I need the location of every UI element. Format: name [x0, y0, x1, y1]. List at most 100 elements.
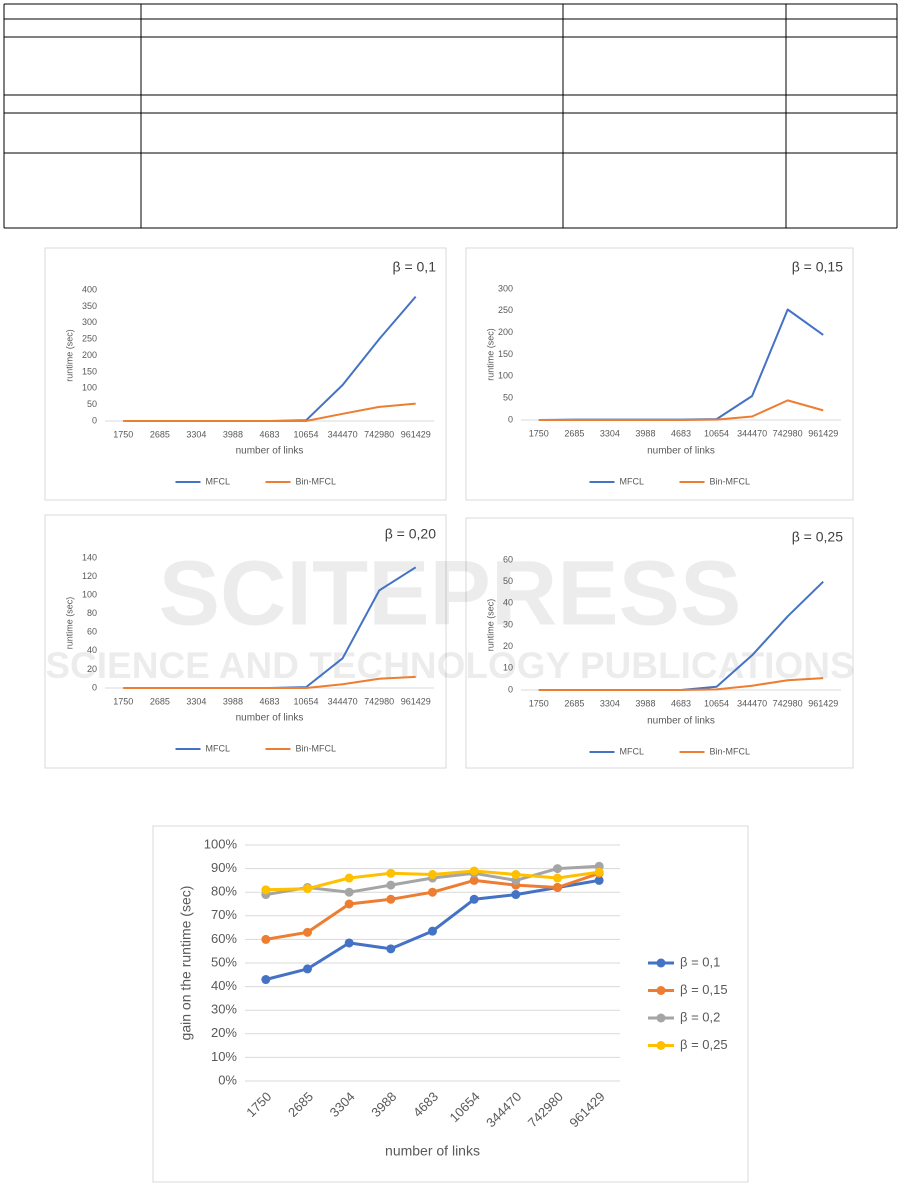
x-tick-label: 2685 [564, 428, 584, 438]
series-marker [261, 934, 271, 944]
x-tick-label: 742980 [525, 1089, 566, 1130]
legend-label: MFCL [206, 476, 231, 486]
x-tick-label: 344470 [737, 428, 767, 438]
x-tick-label: 2685 [285, 1089, 316, 1120]
series-line [538, 399, 824, 421]
series-marker [386, 880, 396, 890]
x-tick-label: 344470 [328, 696, 358, 706]
series-marker [303, 927, 312, 937]
series-marker [553, 873, 562, 883]
y-tick-label: 150 [82, 366, 97, 376]
x-tick-label: 1750 [243, 1089, 274, 1120]
watermark-subtitle: SCIENCE AND TECHNOLOGY PUBLICATIONS [45, 645, 854, 686]
watermark-title: SCITEPRESS [159, 542, 742, 644]
legend-label: β = 0,2 [680, 1009, 720, 1024]
y-tick-label: 140 [82, 552, 97, 562]
series-marker [344, 938, 354, 948]
series-marker [511, 870, 521, 879]
x-tick-label: 4683 [259, 696, 279, 706]
y-tick-label: 400 [82, 284, 97, 294]
y-tick-label: 200 [82, 350, 97, 360]
series-marker [344, 873, 354, 883]
x-tick-label: 961429 [566, 1089, 607, 1130]
legend-label: β = 0,1 [680, 954, 720, 969]
series-marker [261, 975, 271, 985]
x-tick-label: 3988 [635, 698, 655, 708]
legend-label: Bin-MFCL [710, 476, 751, 486]
y-axis-title: runtime (sec) [485, 599, 495, 652]
series-marker [428, 926, 437, 936]
y-axis-title: runtime (sec) [64, 597, 74, 650]
legend-label: Bin-MFCL [710, 746, 751, 756]
series-marker [261, 885, 271, 895]
y-tick-label: 300 [498, 283, 513, 293]
y-tick-label: 250 [498, 305, 513, 315]
y-tick-label: 10% [211, 1049, 237, 1064]
legend-marker [656, 986, 666, 995]
y-axis-title: gain on the runtime (sec) [178, 886, 194, 1041]
x-tick-label: 344470 [483, 1089, 524, 1130]
series-marker [428, 870, 437, 879]
chart-title: β = 0,20 [385, 526, 436, 542]
y-axis-title: runtime (sec) [485, 328, 495, 381]
x-tick-label: 3304 [186, 429, 206, 439]
legend-marker [656, 1041, 666, 1050]
legend-label: β = 0,25 [680, 1037, 728, 1052]
y-tick-label: 350 [82, 301, 97, 311]
y-tick-label: 70% [211, 907, 237, 922]
x-tick-label: 3988 [223, 429, 243, 439]
series-line [123, 675, 416, 689]
y-tick-label: 60% [211, 931, 237, 946]
series-marker [511, 890, 521, 900]
series-line [538, 677, 824, 691]
x-tick-label: 742980 [773, 698, 803, 708]
chart-frame [44, 514, 447, 769]
series-marker [386, 868, 396, 878]
series-marker [386, 944, 396, 954]
series-marker [469, 866, 479, 876]
y-tick-label: 250 [82, 334, 97, 344]
x-tick-label: 2685 [564, 698, 584, 708]
legend-label: MFCL [206, 743, 231, 753]
chart-title: β = 0,15 [792, 259, 843, 275]
x-tick-label: 3304 [600, 698, 620, 708]
x-tick-label: 4683 [671, 698, 691, 708]
y-tick-label: 100 [82, 383, 97, 393]
series-marker [428, 887, 437, 897]
x-tick-label: 10654 [447, 1089, 483, 1125]
y-tick-label: 30% [211, 1002, 237, 1017]
y-tick-label: 60 [87, 627, 97, 637]
y-axis-title: runtime (sec) [64, 329, 74, 382]
x-tick-label: 3304 [186, 696, 206, 706]
chart-frame [465, 247, 854, 501]
series-marker [303, 964, 312, 974]
x-axis-title: number of links [236, 446, 304, 457]
y-tick-label: 0% [218, 1072, 237, 1087]
x-tick-label: 10654 [704, 698, 729, 708]
x-tick-label: 10654 [294, 696, 319, 706]
x-tick-label: 3304 [327, 1089, 358, 1120]
x-tick-label: 4683 [671, 428, 691, 438]
series-marker [303, 884, 312, 894]
y-tick-label: 120 [82, 571, 97, 581]
y-tick-label: 10 [503, 663, 513, 673]
y-tick-label: 50 [87, 399, 97, 409]
x-tick-label: 742980 [773, 428, 803, 438]
chart-frame [465, 517, 854, 769]
x-tick-label: 10654 [294, 429, 319, 439]
x-tick-label: 1750 [113, 696, 133, 706]
legend-label: Bin-MFCL [296, 476, 337, 486]
empty-table [3, 3, 898, 229]
x-axis-title: number of links [236, 713, 304, 724]
y-tick-label: 80% [211, 884, 237, 899]
y-tick-label: 40% [211, 978, 237, 993]
series-marker [594, 867, 604, 877]
y-tick-label: 20 [503, 641, 513, 651]
x-tick-label: 1750 [529, 428, 549, 438]
series-marker [344, 887, 354, 897]
series-marker [469, 875, 479, 885]
x-axis-title: number of links [385, 1143, 480, 1159]
legend-label: Bin-MFCL [296, 743, 337, 753]
